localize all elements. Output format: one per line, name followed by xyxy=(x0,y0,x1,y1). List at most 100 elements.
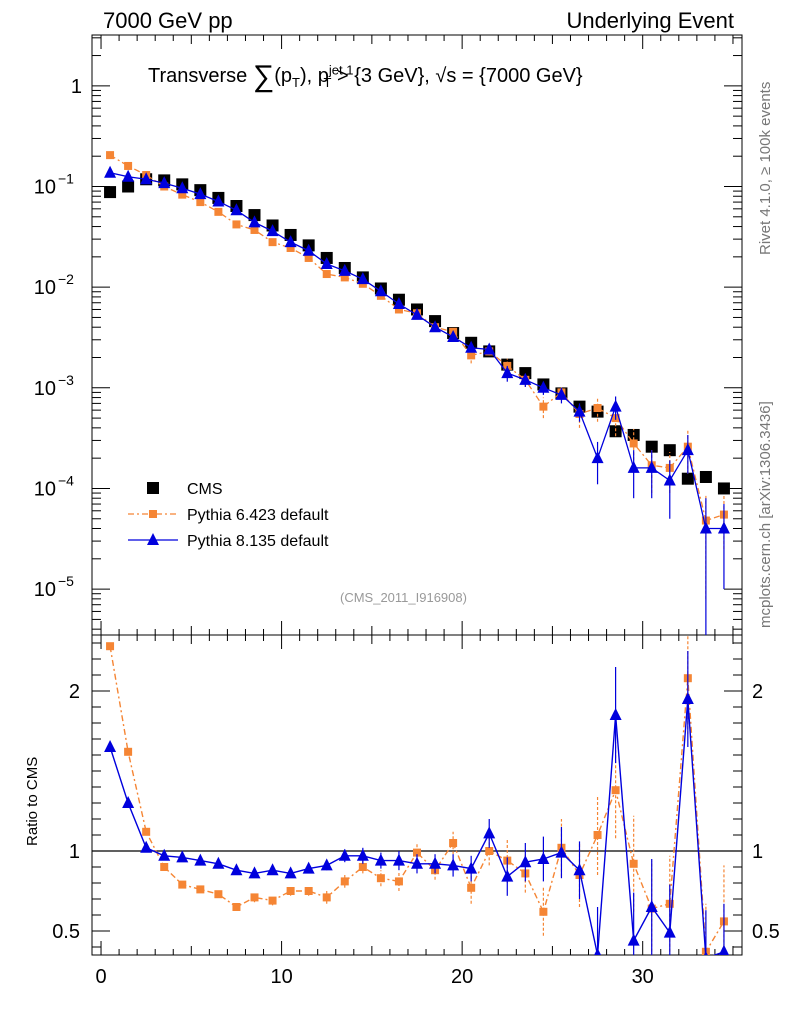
pythia8-ratio-point xyxy=(320,858,333,871)
pythia8-ratio-point xyxy=(140,840,153,853)
pythia6-point xyxy=(250,225,259,234)
pythia6-ratio-point xyxy=(413,848,421,857)
pythia6-ratio-line xyxy=(109,646,725,955)
y-tick-label: 10 xyxy=(34,478,56,500)
pythia8-point xyxy=(519,372,532,385)
y-tick-exponent: −3 xyxy=(58,372,74,388)
pythia6-ratio-point xyxy=(629,859,638,868)
y-tick-label: 10 xyxy=(34,277,56,299)
pythia8-ratio-point xyxy=(663,925,676,938)
y-tick-exponent: −5 xyxy=(58,573,74,589)
pythia8-ratio-point xyxy=(594,948,602,955)
pythia8-ratio-point xyxy=(519,855,532,868)
pythia6-ratio-point xyxy=(467,883,476,892)
pythia8-point xyxy=(122,169,135,182)
x-tick-label: 20 xyxy=(451,966,473,988)
pythia8-ratio-point xyxy=(356,848,369,861)
pythia8-point xyxy=(104,165,117,178)
ratio-plot-frame xyxy=(91,634,743,956)
pythia6-ratio-point xyxy=(449,839,458,847)
pythia6-ratio-point xyxy=(394,877,403,886)
ratio-y-tick-label-right: 2 xyxy=(752,681,763,703)
pythia8-ratio-point xyxy=(104,740,117,752)
pythia8-ratio-point xyxy=(627,933,640,946)
title-arg-close: ), p xyxy=(300,65,329,87)
legend-label-pythia6: Pythia 6.423 default xyxy=(187,507,329,524)
header-right: Underlying Event xyxy=(566,8,734,33)
pythia8-ratio-point xyxy=(573,863,586,876)
x-tick-label: 0 xyxy=(95,966,106,988)
pythia6-ratio-point xyxy=(178,880,187,889)
pythia6-ratio-point xyxy=(322,893,331,902)
pythia8-point xyxy=(411,307,423,320)
pythia8-ratio-point xyxy=(411,856,423,869)
pythia8-ratio-point xyxy=(284,866,297,879)
pythia8-point xyxy=(537,380,550,393)
pythia8-point xyxy=(194,187,207,200)
pythia6-ratio-point xyxy=(286,887,295,895)
pythia8-point xyxy=(573,404,586,417)
pythia8-ratio-point xyxy=(158,848,171,861)
pythia8-point xyxy=(392,297,405,310)
title-p-sub: T xyxy=(323,75,332,90)
ratio-y-tick-label: 2 xyxy=(69,681,80,703)
y-tick-label: 1 xyxy=(71,76,82,98)
cms-point xyxy=(284,228,297,241)
pythia8-point xyxy=(591,451,604,464)
analysis-id-watermark: (CMS_2011_I916908) xyxy=(340,590,467,605)
pythia6-point xyxy=(539,402,548,411)
legend-marker-cms xyxy=(147,482,159,494)
pythia6-ratio-point xyxy=(214,890,223,899)
pythia8-point xyxy=(429,320,442,333)
pythia6-point xyxy=(286,243,295,252)
pythia6-ratio-point xyxy=(250,893,259,902)
pythia8-point xyxy=(140,172,153,185)
pythia6-point xyxy=(467,351,476,360)
pythia8-ratio-point xyxy=(374,853,387,866)
y-tick-exponent: −4 xyxy=(58,472,74,488)
pythia6-ratio-point xyxy=(611,786,620,795)
header-left: 7000 GeV pp xyxy=(103,8,233,33)
legend-label-pythia8: Pythia 8.135 default xyxy=(187,533,329,550)
chart-title: Transverse ∑(pT), pjet 1T > {3 GeV}, √s … xyxy=(148,60,583,94)
pythia8-ratio-point xyxy=(194,853,207,866)
pythia6-ratio-point xyxy=(539,907,548,916)
pythia6-ratio-point xyxy=(593,831,602,839)
pythia6-point xyxy=(106,151,115,160)
ratio-y-tick-label: 1 xyxy=(69,841,80,863)
cms-point xyxy=(104,186,117,199)
pythia6-ratio-point xyxy=(340,877,349,886)
pythia6-ratio-point xyxy=(160,863,169,871)
pythia8-point xyxy=(266,224,279,237)
pythia8-point xyxy=(663,473,676,486)
pythia8-ratio-point xyxy=(501,869,514,882)
cms-point xyxy=(645,440,658,453)
cms-point xyxy=(681,472,694,485)
pythia6-point xyxy=(394,305,403,314)
pythia8-ratio-point xyxy=(465,861,478,874)
pythia6-point xyxy=(322,270,331,279)
pythia6-point xyxy=(232,220,241,229)
pythia8-ratio-point xyxy=(483,826,496,839)
pythia8-ratio-point xyxy=(230,863,243,876)
pythia6-ratio-point xyxy=(268,896,277,905)
pythia8-point xyxy=(158,176,171,189)
pythia8-ratio-point xyxy=(718,944,730,955)
title-arg: (p xyxy=(274,65,293,87)
legend-marker-pythia6 xyxy=(149,510,157,518)
pythia8-point xyxy=(717,521,730,534)
pythia6-point xyxy=(268,238,277,247)
pythia8-ratio-point xyxy=(338,848,351,861)
pythia8-point xyxy=(447,329,460,342)
pythia6-point xyxy=(178,190,187,199)
pythia8-ratio-point xyxy=(555,845,568,858)
pythia6-ratio-point xyxy=(376,874,385,883)
cms-point xyxy=(699,470,712,483)
title-sum-symbol: ∑ xyxy=(252,60,275,93)
pythia6-ratio-point xyxy=(485,847,494,855)
cms-point xyxy=(663,444,676,457)
cms-point xyxy=(122,180,135,193)
pythia8-point xyxy=(627,460,640,473)
pythia8-line xyxy=(109,172,724,530)
